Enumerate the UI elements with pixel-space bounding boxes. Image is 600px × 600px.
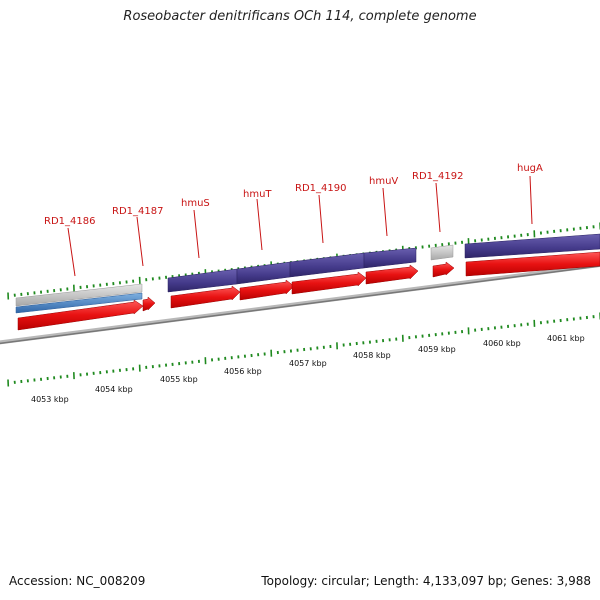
leader-rd1-4192 [435, 182, 441, 233]
cds-band-rd1-4190[interactable] [289, 252, 365, 278]
gene-arrow-rd1-4192[interactable] [432, 261, 455, 278]
kbp-label: 4054 kbp [95, 385, 133, 394]
kbp-label: 4053 kbp [31, 395, 69, 404]
gene-label[interactable]: RD1_4186 [44, 216, 95, 227]
leader-rd1-4186 [67, 227, 76, 277]
genome-backbone [0, 263, 600, 345]
kbp-label: 4057 kbp [289, 359, 327, 368]
cds-band-gray[interactable] [15, 283, 143, 307]
leader-huga [529, 175, 533, 225]
leader-rd1-4187 [136, 216, 144, 267]
kbp-label: 4059 kbp [418, 345, 456, 354]
tick-row-lower [7, 312, 600, 387]
gene-label-leaders [67, 175, 533, 277]
leader-hmuv [382, 187, 388, 237]
kbp-label: 4060 kbp [483, 339, 521, 348]
kbp-label: 4056 kbp [224, 367, 262, 376]
kbp-label: 4058 kbp [353, 351, 391, 360]
gene-arrow-rd1-4190[interactable] [291, 271, 367, 295]
gene-arrow-rd1-4186[interactable] [17, 299, 144, 331]
cds-band-rd1-4192[interactable] [430, 244, 454, 261]
gene-arrow-hmus[interactable] [170, 285, 241, 309]
gene-arrow-hmut[interactable] [239, 279, 295, 301]
gene-label[interactable]: hugA [517, 163, 543, 174]
leader-rd1-4190 [318, 194, 324, 244]
gene-label[interactable]: hmuV [369, 176, 398, 187]
leader-hmut [256, 198, 263, 251]
kbp-label: 4061 kbp [547, 334, 585, 343]
cds-band-huga[interactable] [464, 233, 600, 259]
cds-band-blue[interactable] [15, 292, 143, 314]
gene-arrow-huga[interactable] [465, 251, 600, 277]
genome-title: Roseobacter denitrificans OCh 114, compl… [123, 9, 477, 24]
gene-label[interactable]: RD1_4192 [412, 171, 463, 182]
genome-stats-text: Topology: circular; Length: 4,133,097 bp… [261, 574, 591, 588]
accession-text: Accession: NC_008209 [9, 574, 146, 588]
leader-hmus [193, 209, 200, 259]
gene-label[interactable]: hmuT [243, 189, 272, 200]
cds-band-hmut[interactable] [236, 261, 291, 285]
cds-band-hmuv[interactable] [363, 247, 417, 269]
gene-arrow-rd1-4187[interactable] [142, 296, 156, 312]
gene-label[interactable]: hmuS [181, 198, 210, 209]
kbp-label: 4055 kbp [160, 375, 198, 384]
genome-backbone-shadow [0, 265, 600, 345]
gene-label[interactable]: RD1_4187 [112, 206, 163, 217]
gene-label[interactable]: RD1_4190 [295, 183, 346, 194]
gene-arrow-hmuv[interactable] [365, 264, 419, 285]
